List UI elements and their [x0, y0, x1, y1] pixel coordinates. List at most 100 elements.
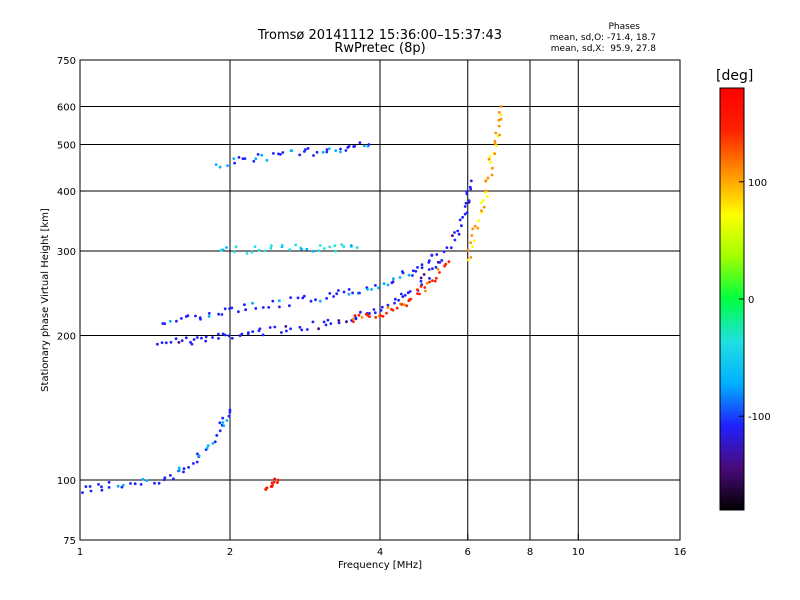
data-point: [493, 139, 497, 143]
x-tick-label: 8: [527, 547, 533, 558]
data-point: [399, 292, 403, 296]
data-point: [81, 491, 84, 494]
data-point: [381, 314, 385, 318]
data-point: [393, 297, 397, 301]
data-point: [325, 297, 328, 300]
data-point: [129, 482, 132, 485]
data-point: [485, 189, 488, 193]
data-point: [168, 319, 172, 323]
data-point: [357, 313, 361, 317]
data-point: [460, 224, 463, 228]
data-point: [278, 299, 281, 303]
data-point: [493, 142, 497, 146]
data-point: [435, 253, 439, 256]
data-point: [300, 247, 303, 251]
data-point: [303, 150, 306, 153]
data-point: [363, 144, 366, 148]
data-point: [230, 336, 234, 340]
data-point: [84, 485, 88, 488]
data-point: [471, 227, 475, 231]
data-point: [329, 322, 333, 325]
grid: [80, 60, 680, 540]
data-point: [178, 468, 181, 472]
data-point: [197, 454, 201, 458]
data-point: [263, 249, 267, 253]
x-tick-label: 1: [77, 547, 83, 558]
data-point: [416, 288, 419, 291]
data-point: [225, 246, 228, 249]
data-point: [265, 158, 269, 162]
data-point: [332, 295, 335, 298]
data-point: [407, 273, 411, 277]
data-point: [228, 410, 232, 414]
data-point: [458, 218, 462, 222]
x-axis: 1 2 4 6 8 10 16: [77, 534, 686, 558]
data-point: [368, 312, 371, 315]
data-point: [290, 149, 294, 153]
data-point: [268, 326, 272, 329]
data-point: [436, 267, 440, 271]
data-point: [88, 485, 92, 488]
data-point: [344, 149, 348, 152]
data-point: [186, 314, 190, 318]
data-point: [163, 322, 167, 325]
data-point: [190, 342, 194, 346]
data-point: [298, 153, 302, 157]
data-point: [427, 268, 431, 271]
data-point: [218, 429, 222, 433]
data-point: [230, 306, 234, 310]
data-point: [311, 320, 315, 324]
data-point: [351, 317, 355, 321]
data-point: [251, 330, 255, 333]
data-point: [261, 306, 265, 309]
data-point: [419, 279, 423, 283]
data-point: [187, 466, 191, 469]
data-point: [223, 307, 227, 311]
data-point: [221, 248, 225, 252]
data-point: [156, 342, 159, 346]
data-point: [342, 290, 346, 294]
data-point: [221, 332, 225, 336]
data-point: [273, 477, 277, 481]
data-point: [289, 296, 292, 299]
data-point: [161, 322, 165, 325]
data-point: [433, 279, 437, 283]
data-point: [226, 164, 229, 168]
data-point: [489, 160, 493, 164]
data-point: [177, 341, 181, 344]
data-point: [196, 452, 199, 456]
data-point: [347, 288, 351, 291]
data-point: [353, 144, 356, 148]
data-point: [264, 487, 268, 490]
phase-stats-x: mean, sd,X: 95.9, 27.8: [550, 44, 656, 54]
data-point: [221, 421, 225, 424]
data-point: [233, 250, 236, 254]
data-point: [169, 474, 172, 477]
data-point: [289, 327, 292, 331]
data-point: [300, 328, 304, 332]
data-point: [322, 320, 326, 324]
data-point: [340, 243, 344, 247]
data-point: [472, 239, 476, 243]
data-point: [366, 288, 369, 291]
data-point: [386, 306, 390, 310]
data-point: [463, 212, 467, 216]
data-point: [488, 155, 492, 159]
data-point: [374, 284, 377, 287]
data-point: [116, 484, 120, 488]
data-point: [133, 482, 137, 486]
data-point: [204, 339, 208, 343]
data-point: [443, 264, 447, 268]
data-point: [405, 304, 409, 308]
data-point: [269, 246, 273, 250]
data-point: [296, 296, 300, 300]
data-point: [422, 273, 426, 276]
data-point: [449, 246, 453, 250]
data-point: [368, 315, 371, 318]
data-point: [169, 340, 173, 344]
data-point: [240, 332, 244, 336]
data-point: [334, 249, 337, 253]
data-point: [428, 280, 431, 284]
data-point: [334, 149, 338, 153]
data-point: [337, 321, 341, 325]
